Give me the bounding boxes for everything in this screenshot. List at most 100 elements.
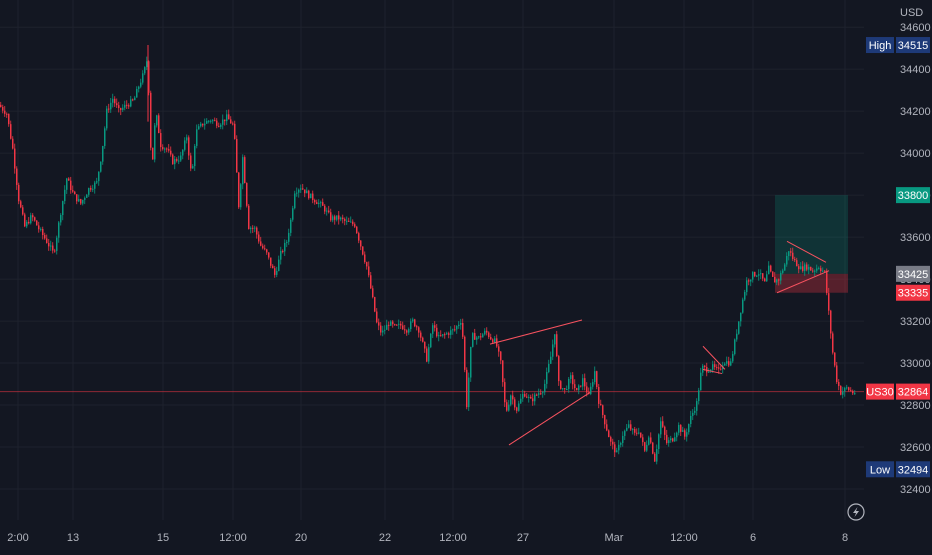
candles [0, 45, 856, 465]
candle-body [320, 202, 322, 204]
candle [678, 422, 680, 436]
candle-body [228, 114, 230, 120]
candle-body [218, 125, 220, 127]
candle [534, 392, 536, 406]
price-axis[interactable]: USD 324003260032800330003320033400336003… [900, 7, 931, 496]
candle [230, 116, 232, 124]
candle [844, 386, 846, 397]
candle-body [250, 227, 252, 230]
candle-body [206, 120, 208, 124]
candle-body [788, 251, 790, 256]
candle [152, 147, 154, 160]
candle [224, 119, 226, 126]
candle-body [510, 395, 512, 405]
candle-body [388, 324, 390, 326]
candle-body [224, 119, 226, 122]
candle-body [80, 199, 82, 204]
candle [236, 135, 238, 173]
candle-body [656, 448, 658, 462]
price-label-text: US30 [866, 387, 894, 399]
candle [568, 377, 570, 393]
candle-body [12, 138, 14, 149]
candle-body [506, 402, 508, 411]
candle [518, 400, 520, 412]
candle-body [136, 88, 138, 98]
candle [582, 374, 584, 391]
candle-body [500, 351, 502, 361]
candle [522, 389, 524, 402]
candle-body [182, 149, 184, 156]
candle [750, 279, 752, 287]
candle-body [620, 442, 622, 445]
candle-body [66, 178, 68, 190]
candle [464, 335, 466, 373]
candle-body [712, 364, 714, 370]
candle [828, 287, 830, 315]
candle-body [196, 129, 198, 146]
candle-body [516, 407, 518, 411]
candle [166, 147, 168, 153]
candle-body [670, 438, 672, 441]
candle [174, 155, 176, 170]
candle-body [776, 279, 778, 283]
price-label-box [896, 37, 930, 54]
candle-body [842, 391, 844, 395]
y-tick-label: 33000 [900, 358, 931, 370]
candle-body [704, 365, 706, 367]
candle [444, 332, 446, 339]
candle [466, 367, 468, 410]
candle-body [556, 334, 558, 357]
lightning-icon[interactable] [847, 503, 865, 521]
candle [716, 364, 718, 371]
candle-body [110, 102, 112, 110]
candle [360, 240, 362, 251]
candle [634, 426, 636, 436]
candle-body [538, 393, 540, 395]
candle [684, 428, 686, 440]
candle [110, 98, 112, 113]
candle-body [430, 333, 432, 348]
candle-body [310, 193, 312, 199]
trendline [508, 392, 591, 446]
candle [718, 363, 720, 374]
candle [422, 336, 424, 343]
candle [350, 216, 352, 223]
candle [124, 100, 126, 111]
price-label-value: 32494 [898, 464, 929, 476]
candle [290, 217, 292, 237]
candle [308, 189, 310, 200]
candle-body [276, 270, 278, 275]
price-label-box [896, 461, 930, 478]
candle-body [204, 123, 206, 126]
candle [584, 373, 586, 391]
candle-body [594, 371, 596, 383]
candle-body [164, 148, 166, 150]
candle [462, 318, 464, 340]
candle-body [624, 430, 626, 436]
time-axis[interactable]: 2:00 13 15 12:00 20 22 12:00 27 Mar 12:00 6 8 [7, 532, 848, 544]
trendlines[interactable] [489, 240, 830, 446]
candle-body [106, 108, 108, 129]
candle-body [314, 199, 316, 203]
candle [142, 70, 144, 85]
candle [228, 109, 230, 120]
candle [304, 189, 306, 198]
candle-body [434, 325, 436, 328]
candle [384, 325, 386, 335]
candle-body [818, 268, 820, 270]
candle-body [688, 424, 690, 433]
price-label-text: Low [870, 464, 890, 476]
candle [854, 390, 856, 395]
candle-body [42, 228, 44, 236]
candle [408, 327, 410, 335]
candle-body [816, 268, 818, 271]
candle-body [4, 110, 6, 114]
candle-body [850, 390, 852, 392]
candle [172, 153, 174, 165]
candle [496, 334, 498, 348]
candle-body [222, 119, 224, 125]
candle [574, 379, 576, 392]
candle-body [628, 424, 630, 428]
